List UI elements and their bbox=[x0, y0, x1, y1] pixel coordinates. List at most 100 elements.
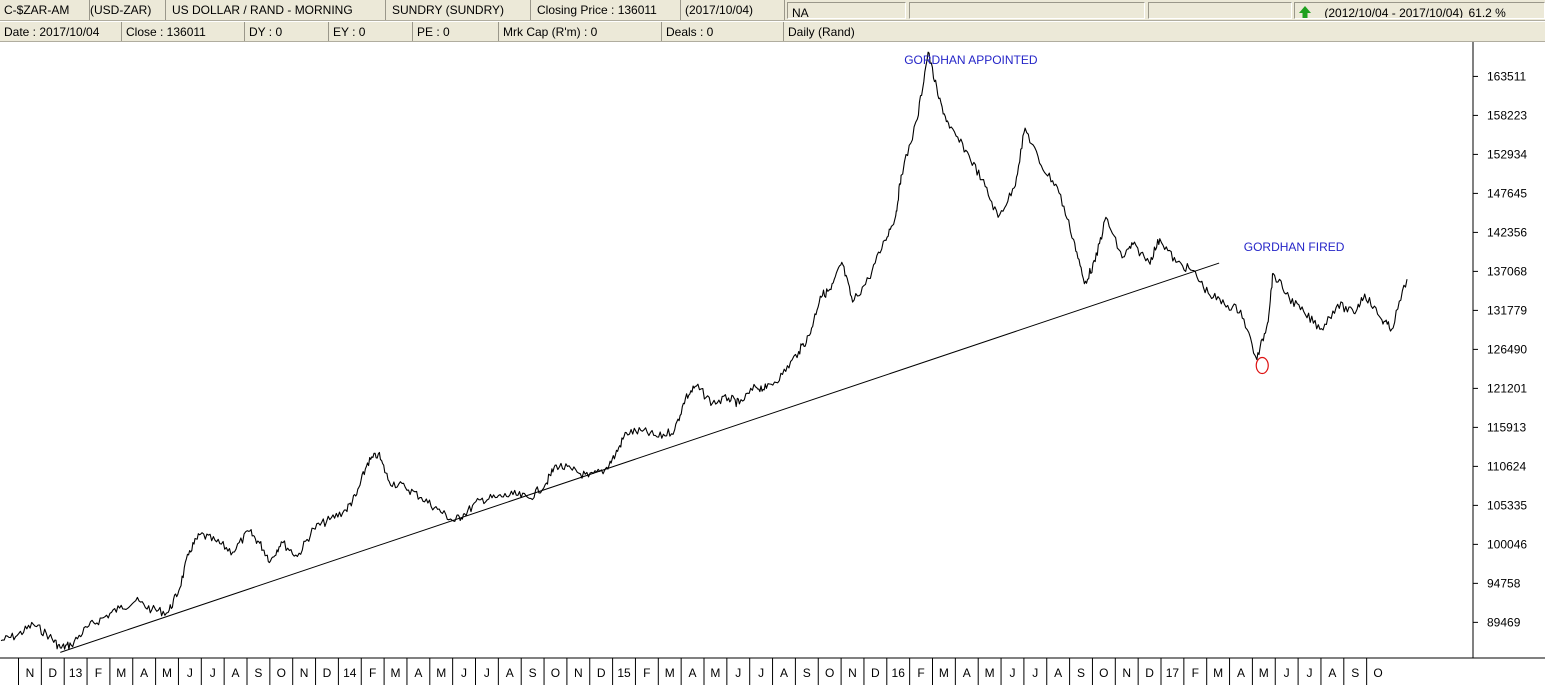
x-tick-label: F bbox=[643, 666, 650, 680]
percent-change: 61.2 % bbox=[1468, 6, 1506, 19]
stats-bar: Date : 2017/10/04 Close : 136011 DY : 0 … bbox=[0, 22, 1545, 42]
y-tick-label: 89469 bbox=[1487, 615, 1521, 629]
x-tick-label: D bbox=[1145, 666, 1154, 680]
y-tick-label: 158223 bbox=[1487, 108, 1527, 122]
trendline bbox=[60, 262, 1220, 653]
x-tick-label: S bbox=[1351, 666, 1359, 680]
y-tick-label: 110624 bbox=[1487, 459, 1526, 473]
x-tick-label: M bbox=[665, 666, 675, 680]
x-tick-label: A bbox=[1237, 666, 1245, 680]
y-tick-label: 147645 bbox=[1487, 186, 1527, 200]
x-tick-label: M bbox=[391, 666, 401, 680]
up-arrow-icon bbox=[1299, 6, 1311, 18]
price-chart: 89469 94758 100046 105335 110624 115913 121201… bbox=[0, 42, 1545, 685]
x-tick-label: O bbox=[277, 666, 286, 680]
x-tick-label: J bbox=[484, 666, 490, 680]
y-tick-label: 163511 bbox=[1487, 69, 1526, 83]
instrument-name: US DOLLAR / RAND - MORNING bbox=[168, 0, 386, 20]
x-tick-label: M bbox=[1259, 666, 1269, 680]
y-tick-label: 137068 bbox=[1487, 264, 1527, 278]
stat-ey: EY : 0 bbox=[329, 22, 413, 41]
stat-mrkcap: Mrk Cap (R'm) : 0 bbox=[499, 22, 662, 41]
x-tick-label: A bbox=[140, 666, 148, 680]
annotation-label: GORDHAN FIRED bbox=[1244, 240, 1345, 254]
y-tick-label: 126490 bbox=[1487, 342, 1527, 356]
x-tick-label: D bbox=[48, 666, 57, 680]
x-tick-label: N bbox=[574, 666, 583, 680]
x-tick-label: F bbox=[95, 666, 102, 680]
x-tick-label: M bbox=[436, 666, 446, 680]
na-field: NA bbox=[787, 2, 906, 19]
x-tick-label: J bbox=[1307, 666, 1313, 680]
x-tick-label: J bbox=[210, 666, 216, 680]
x-tick-label: A bbox=[1054, 666, 1062, 680]
x-tick-label: J bbox=[1009, 666, 1015, 680]
x-tick-label: O bbox=[825, 666, 834, 680]
low-marker bbox=[1255, 356, 1269, 375]
x-tick-label: F bbox=[1192, 666, 1199, 680]
x-tick-label: A bbox=[1328, 666, 1336, 680]
date-range: (2012/10/04 - 2017/10/04) bbox=[1324, 6, 1464, 19]
y-tick-label: 94758 bbox=[1487, 576, 1521, 590]
stat-pe: PE : 0 bbox=[413, 22, 499, 41]
annotation-label: GORDHAN APPOINTED bbox=[904, 53, 1038, 67]
x-tick-label: A bbox=[232, 666, 240, 680]
x-tick-label: M bbox=[116, 666, 126, 680]
x-tick-label: N bbox=[1122, 666, 1131, 680]
x-tick-label: F bbox=[917, 666, 924, 680]
range-field: (2012/10/04 - 2017/10/04) 61.2 % bbox=[1294, 2, 1545, 19]
x-tick-label: D bbox=[323, 666, 332, 680]
x-tick-label: J bbox=[461, 666, 467, 680]
header-bar: C-$ZAR-AM (USD-ZAR) US DOLLAR / RAND - M… bbox=[0, 0, 1545, 21]
x-tick-label: J bbox=[187, 666, 193, 680]
x-tick-label: J bbox=[758, 666, 764, 680]
x-tick-label: 13 bbox=[69, 666, 83, 680]
x-tick-label: J bbox=[1284, 666, 1290, 680]
x-tick-label: J bbox=[1032, 666, 1038, 680]
x-tick-label: 15 bbox=[617, 666, 631, 680]
instrument-sector: SUNDRY (SUNDRY) bbox=[388, 0, 531, 20]
stat-close: Close : 136011 bbox=[122, 22, 245, 41]
x-tick-label: S bbox=[1077, 666, 1085, 680]
x-tick-label: N bbox=[26, 666, 35, 680]
x-tick-label: A bbox=[780, 666, 788, 680]
y-tick-label: 115913 bbox=[1487, 420, 1526, 434]
stat-deals: Deals : 0 bbox=[662, 22, 784, 41]
x-tick-label: 17 bbox=[1166, 666, 1180, 680]
x-tick-label: M bbox=[162, 666, 172, 680]
x-tick-label: M bbox=[1213, 666, 1223, 680]
x-tick-label: M bbox=[710, 666, 720, 680]
x-tick-label: A bbox=[689, 666, 697, 680]
stat-period: Daily (Rand) bbox=[788, 25, 855, 39]
y-tick-label: 100046 bbox=[1487, 537, 1527, 551]
closing-price: Closing Price : 136011 bbox=[533, 0, 681, 20]
stat-date: Date : 2017/10/04 bbox=[0, 22, 122, 41]
y-tick-label: 152934 bbox=[1487, 147, 1527, 161]
x-tick-label: N bbox=[300, 666, 309, 680]
x-tick-label: 16 bbox=[892, 666, 906, 680]
x-tick-label: D bbox=[871, 666, 880, 680]
x-tick-label: M bbox=[985, 666, 995, 680]
x-tick-label: N bbox=[848, 666, 857, 680]
x-tick-label: O bbox=[1099, 666, 1108, 680]
empty-field-2 bbox=[1148, 2, 1292, 19]
price-line bbox=[0, 51, 1408, 650]
x-tick-label: O bbox=[551, 666, 560, 680]
x-tick-label: 14 bbox=[343, 666, 357, 680]
x-tick-label: O bbox=[1373, 666, 1382, 680]
x-tick-label: M bbox=[939, 666, 949, 680]
y-tick-label: 142356 bbox=[1487, 225, 1527, 239]
instrument-pair: (USD-ZAR) bbox=[86, 0, 166, 20]
empty-field-1 bbox=[909, 2, 1145, 19]
closing-date: (2017/10/04) bbox=[681, 0, 785, 20]
x-tick-label: A bbox=[414, 666, 422, 680]
x-tick-label: A bbox=[963, 666, 971, 680]
x-tick-label: S bbox=[529, 666, 537, 680]
x-tick-label: A bbox=[506, 666, 514, 680]
x-tick-label: S bbox=[803, 666, 811, 680]
x-tick-label: F bbox=[369, 666, 376, 680]
x-tick-label: S bbox=[254, 666, 262, 680]
instrument-code: C-$ZAR-AM bbox=[0, 0, 90, 20]
y-tick-label: 121201 bbox=[1487, 381, 1527, 395]
chart-svg: 89469 94758 100046 105335 110624 115913 121201… bbox=[0, 42, 1545, 685]
